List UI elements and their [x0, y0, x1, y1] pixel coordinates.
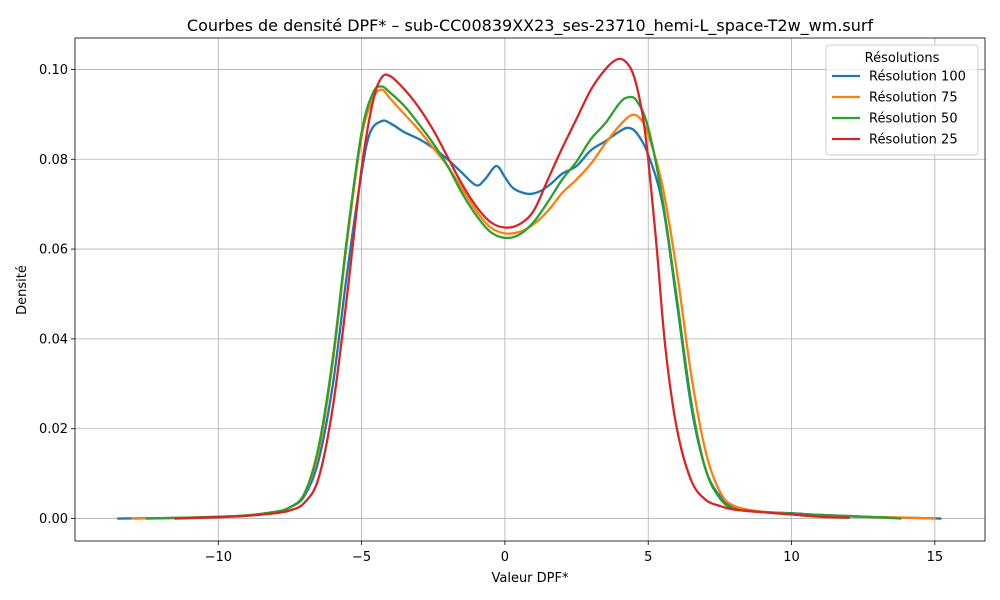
y-tick-label: 0.10: [39, 63, 68, 78]
axis-ticks: −10 −5 0 5 10 15 0.00 0.02 0.04 0.06 0.08 0.10: [39, 63, 943, 565]
series-line-4: [174, 57, 851, 520]
x-tick-label: −5: [352, 550, 371, 565]
y-tick-label: 0.02: [39, 422, 68, 437]
legend-label: Résolution 75: [869, 91, 958, 106]
legend-box: [825, 44, 979, 156]
x-axis-label: Valeur DPF*: [491, 571, 569, 586]
y-tick-label: 0.08: [39, 153, 68, 168]
series-line-3: [145, 85, 902, 520]
y-tick-label: 0.06: [39, 243, 68, 258]
series-line-1: [116, 119, 942, 520]
x-tick-label: 15: [927, 550, 944, 565]
legend-label: Résolution 100: [869, 70, 966, 85]
series-lines: [116, 57, 942, 520]
y-axis-label: Densité: [15, 265, 30, 315]
plot-frame: [74, 37, 986, 542]
legend-label: Résolution 25: [869, 133, 958, 148]
series-line-2: [131, 88, 936, 520]
y-tick-label: 0.00: [39, 512, 68, 527]
chart-title: Courbes de densité DPF* – sub-CC00839XX2…: [187, 16, 874, 36]
legend-label: Résolution 50: [869, 112, 958, 127]
x-tick-label: 10: [783, 550, 800, 565]
x-tick-label: 0: [501, 550, 509, 565]
legend-title: Résolutions: [865, 51, 940, 66]
y-tick-label: 0.04: [39, 332, 68, 347]
x-tick-label: 5: [644, 550, 652, 565]
x-tick-label: −10: [205, 550, 232, 565]
legend-items: Résolution 100 Résolution 75 Résolution 50…: [832, 70, 966, 148]
